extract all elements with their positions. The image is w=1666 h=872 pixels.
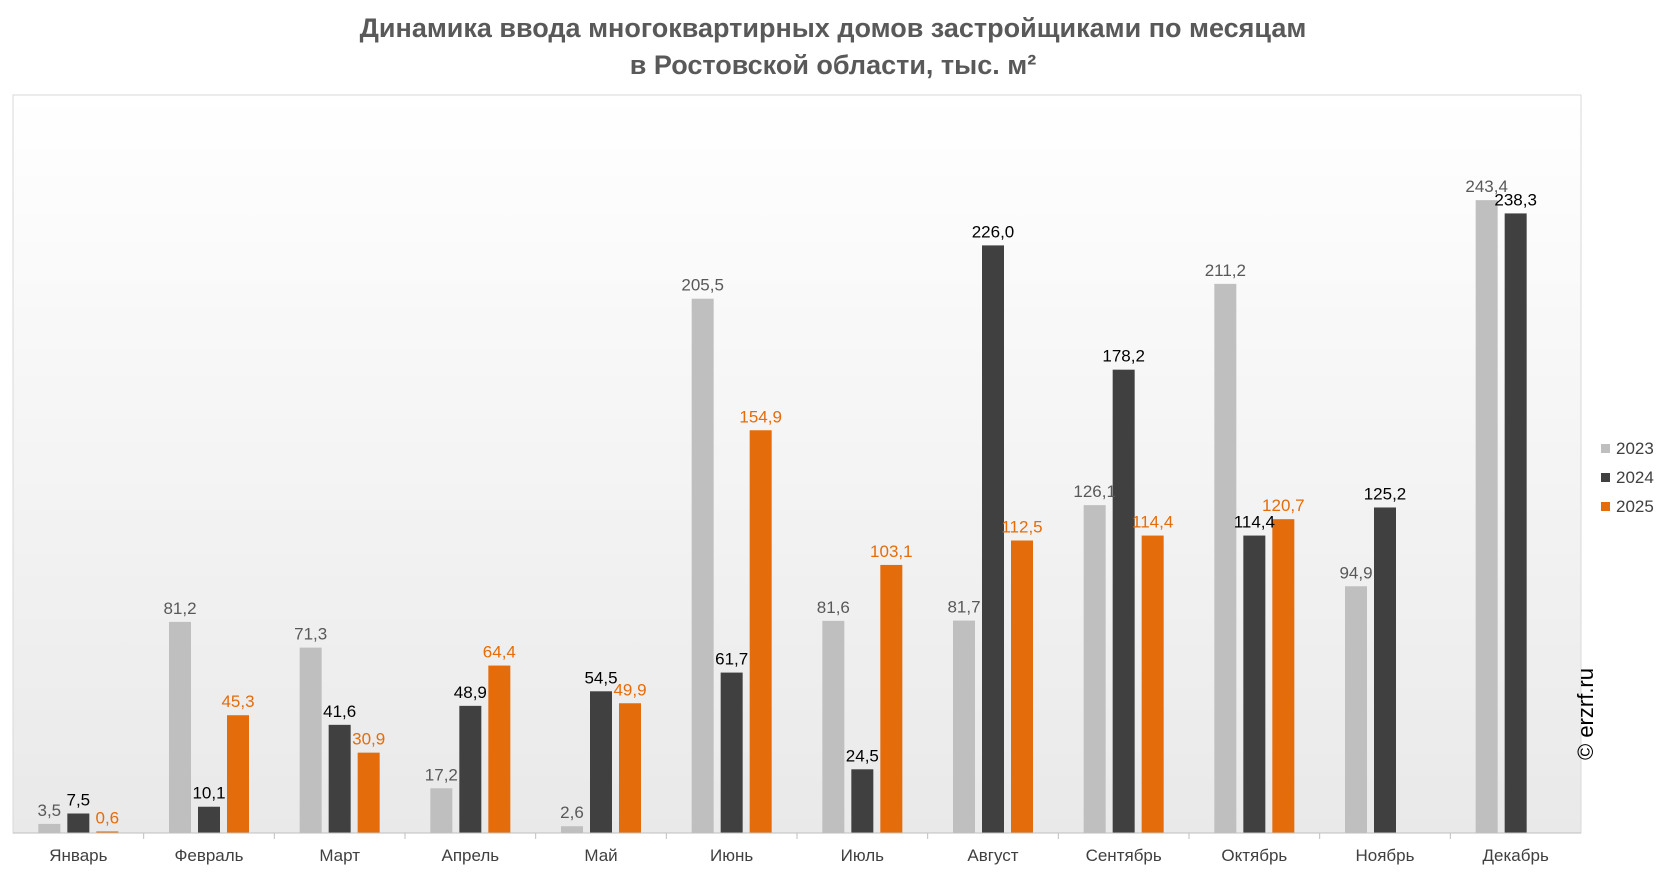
- bar-2024: [198, 806, 220, 833]
- data-label-2023: 2,6: [560, 803, 584, 822]
- chart-title-line2: в Ростовской области, тыс. м²: [629, 50, 1037, 80]
- data-label-2024: 48,9: [454, 683, 487, 702]
- legend-item-2024: 2024: [1601, 463, 1654, 492]
- x-tick-label: Октябрь: [1221, 846, 1287, 865]
- data-label-2024: 7,5: [67, 791, 91, 810]
- bar-2024: [1374, 507, 1396, 833]
- data-label-2023: 205,5: [681, 276, 724, 295]
- bar-2023: [169, 621, 191, 833]
- data-label-2023: 94,9: [1339, 563, 1372, 582]
- data-label-2025: 112,5: [1001, 518, 1042, 537]
- data-label-2024: 114,4: [1234, 513, 1275, 532]
- data-label-2025: 49,9: [613, 680, 646, 699]
- x-tick-label: Апрель: [441, 846, 499, 865]
- data-label-2024: 10,1: [192, 784, 225, 803]
- data-label-2023: 81,6: [817, 598, 850, 617]
- bar-2024: [328, 724, 351, 833]
- legend-item-2023: 2023: [1601, 434, 1654, 463]
- legend-label-2024: 2024: [1616, 467, 1654, 487]
- chart-title-line1: Динамика ввода многоквартирных домов зас…: [359, 13, 1307, 43]
- data-label-2025: 30,9: [352, 730, 385, 749]
- bar-2025: [1141, 535, 1164, 833]
- data-label-2025: 45,3: [221, 692, 254, 711]
- data-label-2023: 81,2: [163, 599, 196, 618]
- bar-2023: [691, 298, 714, 833]
- x-tick-label: Ноябрь: [1356, 846, 1415, 865]
- data-label-2024: 178,2: [1102, 347, 1145, 366]
- bar-2025: [357, 752, 380, 833]
- bar-2023: [561, 826, 583, 833]
- x-tick-label: Сентябрь: [1086, 846, 1162, 865]
- x-tick-label: Декабрь: [1483, 846, 1549, 865]
- data-label-2024: 41,6: [323, 702, 356, 721]
- bar-2024: [1112, 369, 1135, 833]
- data-label-2025: 154,9: [739, 407, 782, 426]
- bar-2025: [619, 703, 641, 833]
- legend-item-2025: 2025: [1601, 492, 1654, 521]
- data-label-2023: 71,3: [294, 625, 327, 644]
- data-label-2023: 81,7: [947, 598, 980, 617]
- x-tick-label: Май: [584, 846, 617, 865]
- data-label-2023: 3,5: [38, 801, 62, 820]
- x-tick-label: Июль: [841, 846, 885, 865]
- bar-2024: [67, 813, 90, 833]
- data-label-2025: 114,4: [1132, 513, 1173, 532]
- x-tick-label: Январь: [49, 846, 107, 865]
- bar-2023: [953, 620, 975, 833]
- bar-2024: [720, 672, 743, 833]
- data-label-2023: 211,2: [1205, 261, 1246, 280]
- bar-2024: [459, 705, 482, 833]
- x-tick-label: Март: [319, 846, 360, 865]
- bar-2024: [590, 691, 612, 833]
- data-label-2024: 61,7: [715, 650, 748, 669]
- bar-2023: [1475, 200, 1498, 833]
- bar-2023: [1083, 505, 1106, 833]
- copyright-text: © erzrf.ru: [1573, 668, 1598, 760]
- chart-title: Динамика ввода многоквартирных домов зас…: [0, 10, 1666, 84]
- x-tick-label: Февраль: [174, 846, 243, 865]
- bar-2025: [96, 831, 119, 833]
- data-label-2024: 238,3: [1494, 190, 1537, 209]
- legend-swatch-2024: [1601, 473, 1610, 482]
- legend-swatch-2023: [1601, 444, 1610, 453]
- bar-2025: [880, 564, 903, 833]
- bar-2025: [749, 430, 772, 833]
- bar-2025: [488, 665, 511, 833]
- bar-2025: [227, 715, 249, 833]
- bar-2024: [851, 769, 874, 833]
- legend: 2023 2024 2025: [1601, 434, 1654, 521]
- plot-area: [12, 94, 1582, 834]
- data-label-2025: 64,4: [483, 643, 516, 662]
- bar-2024: [982, 245, 1004, 833]
- data-label-2025: 0,6: [96, 808, 120, 827]
- bar-2025: [1272, 519, 1295, 833]
- bar-2023: [1214, 283, 1237, 833]
- bar-2023: [430, 788, 453, 833]
- legend-label-2025: 2025: [1616, 496, 1654, 516]
- legend-swatch-2025: [1601, 502, 1610, 511]
- x-tick-label: Август: [967, 846, 1018, 865]
- legend-label-2023: 2023: [1616, 438, 1654, 458]
- bar-2025: [1011, 540, 1033, 833]
- data-label-2025: 120,7: [1262, 496, 1305, 515]
- x-tick-label: Июнь: [710, 846, 753, 865]
- bar-2023: [1345, 586, 1367, 833]
- data-label-2024: 226,0: [972, 222, 1015, 241]
- data-label-2025: 103,1: [870, 542, 913, 561]
- data-label-2024: 125,2: [1364, 484, 1407, 503]
- data-label-2023: 243,4: [1465, 177, 1508, 196]
- bar-2024: [1504, 213, 1527, 834]
- data-label-2023: 126,1: [1073, 482, 1116, 501]
- data-label-2024: 24,5: [846, 746, 879, 765]
- data-label-2023: 17,2: [425, 765, 458, 784]
- bar-2023: [822, 620, 845, 833]
- bar-2024: [1243, 535, 1266, 833]
- data-label-2024: 54,5: [584, 668, 617, 687]
- bar-2023: [299, 647, 322, 833]
- bar-2023: [38, 823, 61, 833]
